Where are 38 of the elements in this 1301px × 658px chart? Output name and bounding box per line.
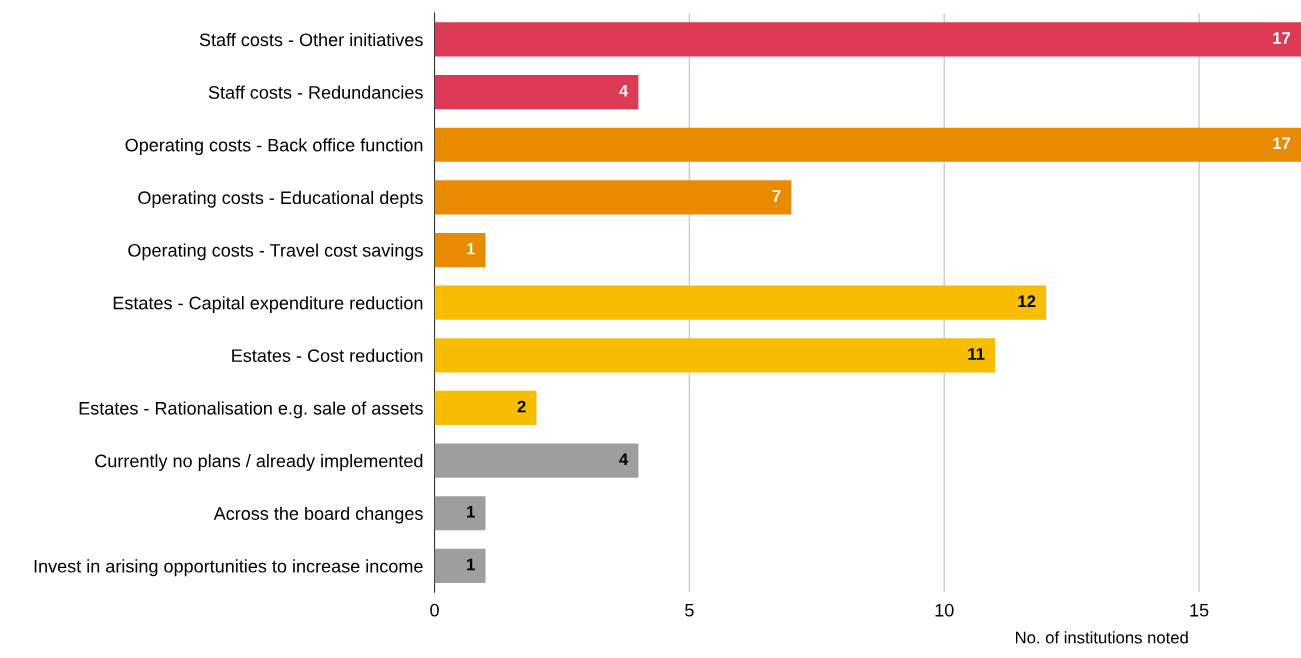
bar (434, 232, 486, 268)
data-label: 1 (467, 242, 475, 255)
y-tick-label: Estates - Cost reduction (232, 348, 423, 363)
y-tick-label: Staff costs - Other initiatives (199, 32, 423, 47)
bar (434, 390, 537, 426)
data-label: 17 (1273, 137, 1291, 150)
y-tick-label: Currently no plans / already implemented (95, 454, 423, 471)
y-tick-label: Estates - Capital expenditure reduction (113, 296, 423, 313)
y-tick-label: Across the board changes (213, 506, 423, 524)
data-label: 11 (968, 348, 985, 360)
data-label: 7 (772, 190, 781, 202)
data-label: 4 (619, 453, 629, 465)
data-label: 12 (1018, 295, 1036, 307)
data-label: 4 (619, 84, 629, 97)
y-tick-label: Estates - Rationalisation e.g. sale of assets (79, 401, 423, 419)
x-tick-label: 0 (430, 603, 439, 617)
bar (434, 127, 1301, 162)
y-tick-label: Operating costs - Back office function (125, 138, 423, 156)
y-tick-label: Operating costs - Educational depts (138, 190, 423, 208)
x-tick-label: 15 (1190, 603, 1209, 617)
y-tick-label: Staff costs - Redundancies (208, 85, 423, 99)
y-tick-label: Invest in arising opportunities to increase income (34, 559, 423, 577)
bar (434, 496, 486, 531)
y-tick-label: Operating costs - Travel cost savings (128, 243, 423, 261)
bar (434, 22, 1301, 57)
bar (434, 338, 996, 373)
data-label: 1 (467, 506, 475, 518)
data-label: 1 (467, 558, 475, 571)
bar (434, 548, 486, 583)
bar (434, 443, 639, 478)
x-axis-title: No. of institutions noted (1016, 631, 1188, 644)
bar (434, 285, 1047, 320)
x-tick-label: 10 (935, 603, 954, 617)
x-tick-label: 5 (685, 603, 694, 617)
bar (434, 180, 792, 215)
data-label: 17 (1273, 32, 1291, 44)
data-label: 2 (517, 400, 526, 413)
bar (434, 75, 639, 110)
